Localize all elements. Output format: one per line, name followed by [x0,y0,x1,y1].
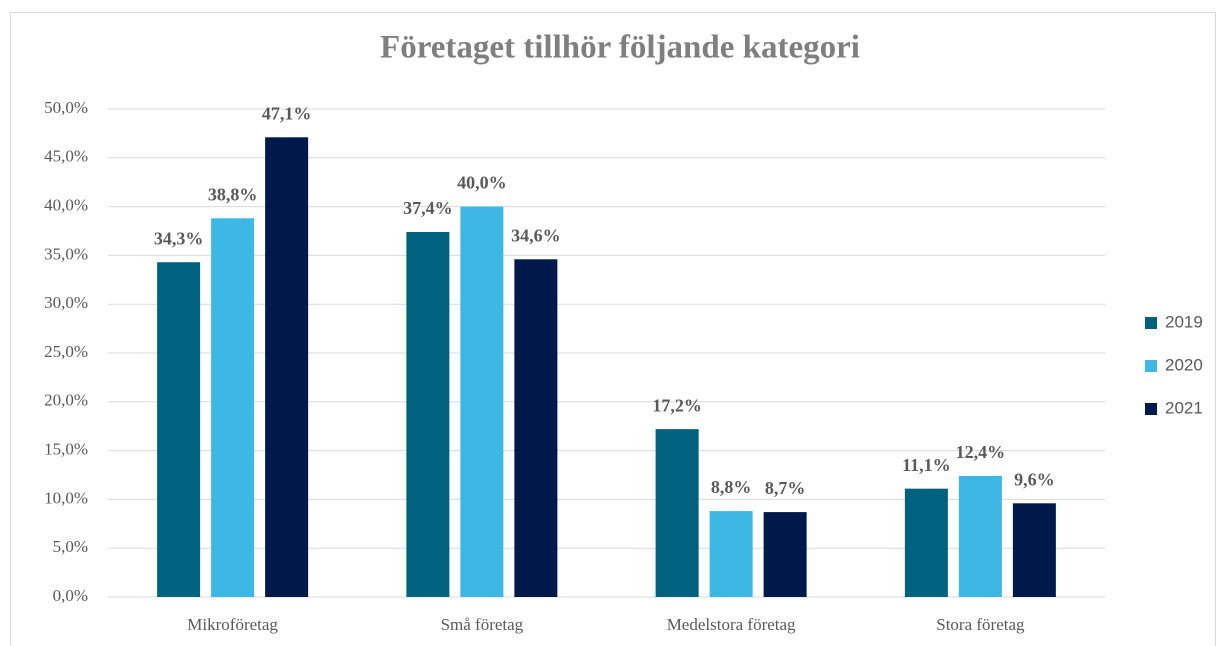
y-tick-label: 25,0% [44,342,88,361]
value-label: 12,4% [956,442,1006,462]
x-tick-label: Medelstora företag [667,615,796,634]
legend-label: 2020 [1165,355,1203,374]
value-label: 8,8% [711,477,752,497]
value-label: 8,7% [765,478,806,498]
value-label: 47,1% [262,103,312,123]
bar [265,137,309,597]
legend-swatch [1145,403,1157,415]
bar [514,259,558,597]
bar [157,262,201,597]
value-label: 38,8% [208,184,258,204]
value-label: 37,4% [403,198,453,218]
value-label: 34,3% [154,228,204,248]
y-tick-label: 40,0% [44,196,88,215]
y-tick-label: 0,0% [53,586,88,605]
x-tick-label: Små företag [441,615,524,634]
legend-swatch [1145,317,1157,329]
bar [1012,503,1056,597]
value-label: 34,6% [511,225,561,245]
bar [406,231,450,597]
value-label: 17,2% [652,395,702,415]
bar [904,488,948,597]
bar [958,475,1002,597]
bar [709,511,753,597]
legend-label: 2019 [1165,312,1203,331]
chart-title: Företaget tillhör följande kategori [380,30,860,66]
y-tick-label: 10,0% [44,488,88,507]
bar [655,429,699,597]
y-tick-label: 35,0% [44,244,88,263]
legend-swatch [1145,360,1157,372]
y-tick-label: 15,0% [44,440,88,459]
y-tick-label: 45,0% [44,147,88,166]
value-label: 9,6% [1014,469,1055,489]
x-tick-label: Stora företag [936,615,1025,634]
chart-border [10,12,1216,646]
bar [211,218,255,597]
value-label: 11,1% [902,455,951,475]
x-tick-label: Mikroföretag [187,615,278,634]
bar [763,512,807,597]
y-tick-label: 5,0% [53,537,88,556]
y-tick-label: 30,0% [44,293,88,312]
y-tick-label: 20,0% [44,391,88,410]
value-label: 40,0% [457,173,507,193]
y-tick-label: 50,0% [44,98,88,117]
legend-label: 2021 [1165,398,1203,417]
bar [460,206,504,597]
